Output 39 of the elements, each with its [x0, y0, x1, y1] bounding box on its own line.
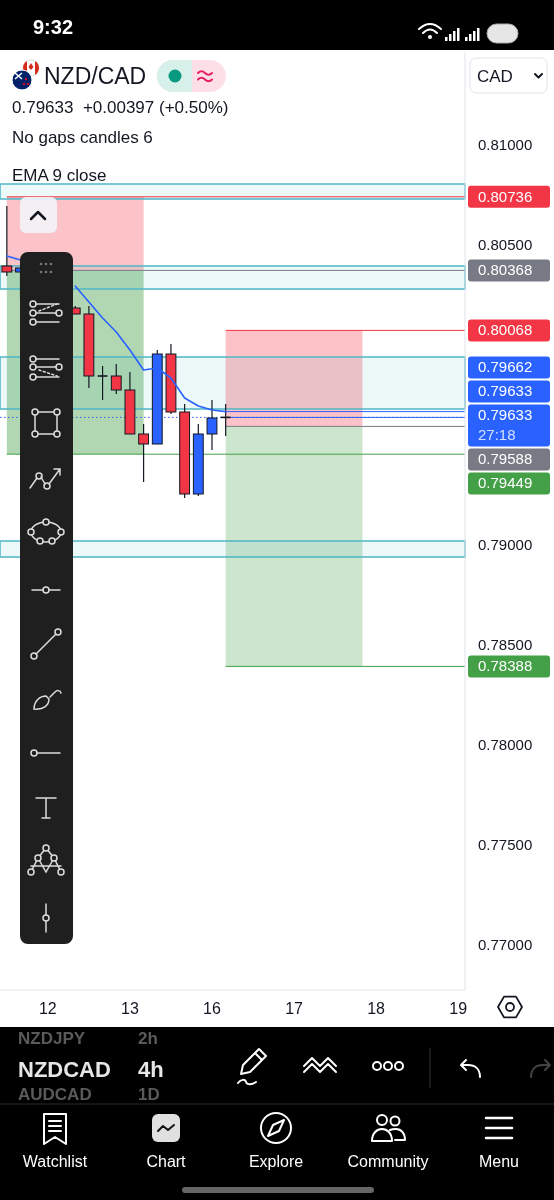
text: Community — [347, 1153, 429, 1170]
text: 4h — [138, 1057, 164, 1082]
text: NZD/CAD — [44, 63, 147, 89]
ref-line-label: 0.80736 — [478, 187, 533, 205]
text: 9:32 — [33, 16, 74, 38]
text: 0.79633 +0.00397 (+0.50%) — [12, 98, 229, 117]
ref-line-label: 0.79449 — [478, 474, 533, 492]
ref-line-label: 0.80368 — [478, 261, 533, 279]
ref-line-label: 0.79633 — [478, 382, 533, 400]
text: AUDCAD — [18, 1085, 92, 1104]
x-tick-label: 17 — [285, 999, 304, 1017]
ref-line-label: 0.78388 — [478, 657, 533, 675]
text: Menu — [478, 1153, 520, 1170]
text: NZDJPY — [18, 1029, 86, 1048]
y-tick-label: 0.79000 — [478, 535, 533, 553]
x-tick-label: 13 — [121, 999, 139, 1017]
text: 1D — [138, 1085, 160, 1104]
text: CAD — [477, 67, 513, 86]
x-tick-label: 16 — [203, 999, 221, 1017]
ref-line-label: 0.80068 — [478, 321, 533, 339]
x-tick-label: 18 — [367, 999, 386, 1017]
ref-line-label: 0.79633 27:18 — [478, 406, 533, 444]
annotation: No gaps candles 6 — [12, 128, 153, 147]
y-tick-label: 0.77000 — [478, 935, 533, 953]
text: Watchlist — [22, 1153, 88, 1170]
annotation: EMA 9 close — [12, 166, 107, 185]
x-tick-label: 19 — [449, 999, 468, 1017]
y-tick-label: 0.80500 — [478, 235, 533, 253]
ref-line-label: 0.79588 — [478, 450, 533, 468]
text: Explore — [248, 1153, 304, 1170]
text: Chart — [146, 1153, 187, 1170]
y-tick-label: 0.78500 — [478, 635, 533, 653]
y-tick-label: 0.78000 — [478, 735, 533, 753]
y-tick-label: 0.77500 — [478, 835, 533, 853]
ref-line-label: 0.79662 — [478, 358, 533, 376]
text: 2h — [138, 1029, 158, 1048]
x-tick-label: 12 — [38, 999, 57, 1017]
text: NZDCAD — [18, 1057, 111, 1082]
y-tick-label: 0.81000 — [478, 135, 533, 153]
